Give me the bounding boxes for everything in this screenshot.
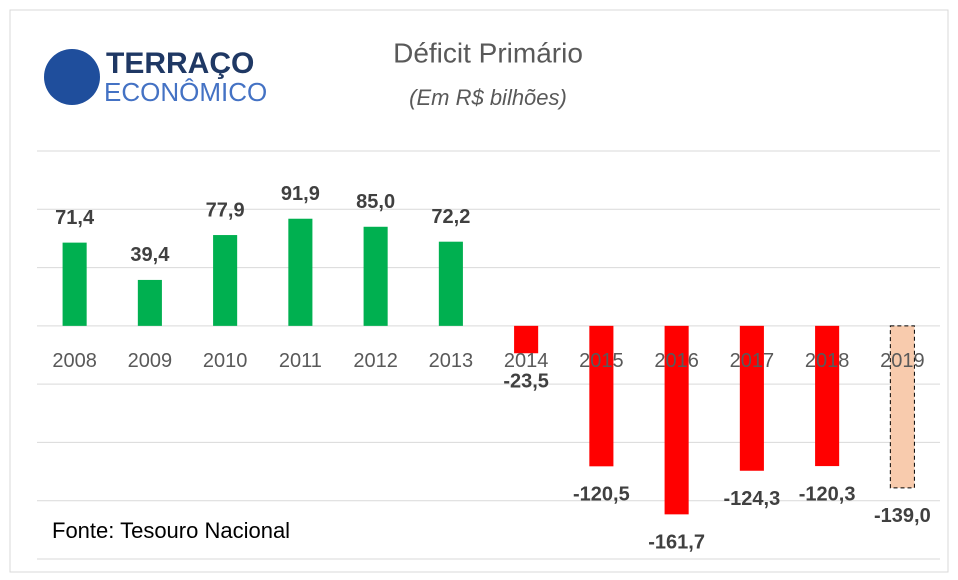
frame	[9, 9, 949, 573]
data-label: 71,4	[55, 207, 95, 229]
data-label: 72,2	[431, 206, 470, 228]
bar	[137, 279, 162, 326]
x-tick-label: 2019	[880, 350, 925, 372]
data-label: 91,9	[281, 183, 320, 205]
bar	[889, 325, 915, 489]
x-tick-label: 2018	[805, 350, 850, 372]
chart-title: Déficit Primário	[393, 37, 583, 68]
x-tick-label: 2009	[128, 350, 173, 372]
source-note: Fonte: Tesouro Nacional	[52, 518, 290, 543]
bar	[739, 325, 764, 471]
logo-line2: ECONÔMICO	[104, 77, 267, 107]
data-label: 77,9	[206, 199, 245, 221]
bar	[62, 242, 87, 326]
chart-subtitle: (Em R$ bilhões)	[409, 85, 567, 110]
bar	[514, 325, 539, 354]
data-label: 85,0	[356, 191, 395, 213]
bar	[438, 241, 463, 326]
x-tick-label: 2013	[429, 350, 474, 372]
x-tick-label: 2010	[203, 350, 248, 372]
bar	[589, 325, 614, 467]
data-label: -161,7	[648, 532, 705, 554]
x-tick-label: 2012	[353, 350, 398, 372]
bar	[213, 235, 238, 326]
logo-line1: TERRAÇO	[106, 47, 254, 80]
bar	[363, 226, 388, 326]
x-tick-label: 2011	[279, 350, 322, 372]
data-label: 39,4	[130, 244, 170, 266]
data-label: -124,3	[724, 488, 781, 510]
logo-icon	[44, 49, 100, 105]
data-label: -120,5	[573, 484, 630, 506]
bar	[815, 325, 840, 467]
bar	[288, 218, 313, 326]
bar	[664, 325, 689, 515]
x-tick-label: 2008	[52, 350, 97, 372]
data-label: -120,3	[799, 483, 856, 505]
x-tick-label: 2015	[579, 350, 624, 372]
data-label: -139,0	[874, 505, 931, 527]
x-tick-label: 2016	[654, 350, 699, 372]
x-tick-label: 2017	[730, 350, 775, 372]
data-label: -23,5	[503, 371, 549, 393]
x-tick-label: 2014	[504, 350, 549, 372]
